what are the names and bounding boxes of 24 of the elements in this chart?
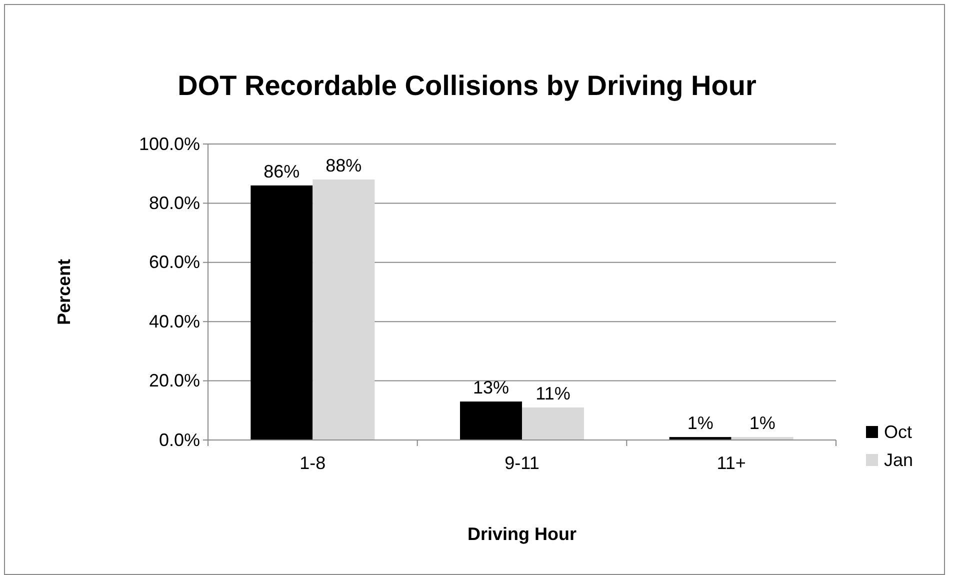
data-label: 11% [536,383,570,404]
data-label: 13% [472,378,510,398]
y-tick-label: 80.0% [148,192,200,213]
bar [460,402,522,440]
x-tick-label: 1-8 [300,452,326,473]
x-axis-title: Driving Hour [467,524,577,544]
data-label: 1% [687,413,714,434]
y-tick-label: 40.0% [148,311,200,332]
data-label: 86% [264,161,300,182]
legend-label: Oct [884,422,912,442]
data-label: 88% [326,156,362,176]
data-label: 1% [749,413,776,434]
y-tick-label: 20.0% [148,370,200,391]
bar [250,185,313,440]
bar [312,180,375,440]
x-tick-label: 9-11 [504,452,540,473]
y-tick-label: 0.0% [158,430,200,450]
y-tick-label: 60.0% [148,252,200,272]
legend-label: Jan [884,450,914,470]
chart-title: DOT Recordable Collisions by Driving Hour [178,70,756,101]
y-axis-title: Percent [54,258,74,326]
bar [522,407,584,440]
x-tick-label: 11+ [716,452,746,473]
y-tick-label: 100.0% [138,134,200,154]
